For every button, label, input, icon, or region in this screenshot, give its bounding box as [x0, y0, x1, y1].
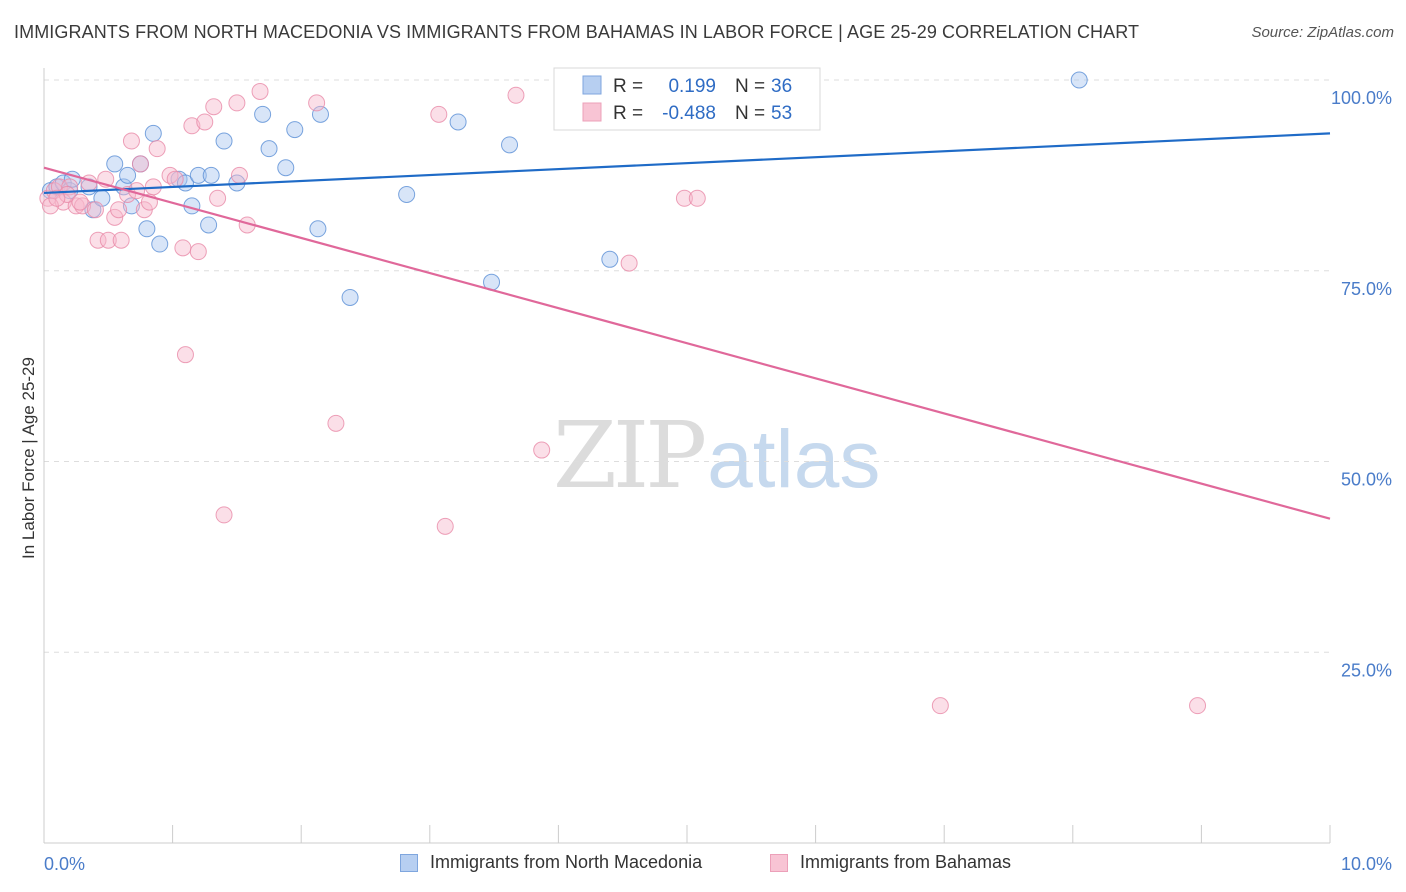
point-bahamas-39 [430, 105, 448, 123]
stats-n-label-1: N = [735, 76, 765, 97]
point-bahamas-36 [251, 82, 269, 100]
legend-label-north-macedonia: Immigrants from North Macedonia [430, 852, 703, 872]
point-bahamas-34 [230, 166, 248, 184]
stats-r-value-2: -0.488 [662, 103, 716, 124]
data-points [39, 71, 1207, 715]
point-bahamas-14 [112, 231, 130, 249]
watermark: ZIPatlas [553, 402, 880, 509]
point-bahamas-37 [308, 94, 326, 112]
point-bahamas-31 [209, 189, 227, 207]
trend-line-north-macedonia [43, 132, 1331, 195]
point-bahamas-48 [1189, 697, 1207, 715]
point-bahamas-8 [86, 201, 104, 219]
point-bahamas-11 [99, 231, 117, 249]
point-north-macedonia-11 [122, 197, 140, 215]
watermark-zip: ZIP [553, 402, 707, 509]
point-north-macedonia-8 [106, 155, 124, 173]
point-north-macedonia-10 [119, 166, 137, 184]
chart-title: IMMIGRANTS FROM NORTH MACEDONIA VS IMMIG… [14, 22, 1140, 42]
point-bahamas-28 [189, 243, 207, 261]
y-tick-label-50: 50.0% [1341, 470, 1392, 490]
point-bahamas-22 [148, 140, 166, 158]
y-tick-label-75: 75.0% [1341, 279, 1392, 299]
point-bahamas-18 [131, 155, 149, 173]
point-bahamas-30 [205, 98, 223, 116]
point-north-macedonia-30 [341, 288, 359, 306]
point-bahamas-41 [507, 86, 525, 104]
x-tick-label-max: 10.0% [1341, 854, 1392, 874]
point-bahamas-38 [327, 414, 345, 432]
point-bahamas-9 [89, 231, 107, 249]
point-north-macedonia-32 [449, 113, 467, 131]
stats-r-label-1: R = [613, 76, 643, 97]
legend-item-bahamas[interactable]: Immigrants from Bahamas [770, 852, 1011, 873]
point-north-macedonia-36 [1070, 71, 1088, 89]
point-north-macedonia-20 [200, 216, 218, 234]
point-north-macedonia-14 [144, 124, 162, 142]
point-north-macedonia-22 [215, 132, 233, 150]
point-bahamas-29 [196, 113, 214, 131]
point-bahamas-50 [71, 193, 89, 211]
legend-swatch-blue [400, 853, 418, 872]
trend-lines [43, 132, 1331, 520]
grid-lines [44, 79, 1330, 653]
point-north-macedonia-27 [286, 121, 304, 139]
y-tick-label-100: 100.0% [1331, 88, 1392, 108]
point-bahamas-12 [106, 208, 124, 226]
stats-n-label-2: N = [735, 103, 765, 124]
point-bahamas-13 [110, 201, 128, 219]
point-north-macedonia-28 [311, 105, 329, 123]
point-north-macedonia-21 [202, 166, 220, 184]
stats-n-value-2: 53 [771, 103, 792, 124]
point-north-macedonia-35 [601, 250, 619, 268]
stats-n-value-1: 36 [771, 76, 792, 97]
source-label: Source: ZipAtlas.com [1251, 24, 1394, 41]
point-north-macedonia-19 [189, 166, 207, 184]
point-bahamas-24 [166, 170, 184, 188]
point-bahamas-49 [58, 185, 76, 203]
legend-item-north-macedonia[interactable]: Immigrants from North Macedonia [400, 852, 702, 873]
point-bahamas-25 [174, 239, 192, 257]
watermark-atlas: atlas [707, 414, 881, 505]
point-north-macedonia-31 [398, 185, 416, 203]
y-tick-labels: 25.0% 50.0% 75.0% 100.0% [1331, 88, 1392, 680]
point-north-macedonia-15 [151, 235, 169, 253]
stats-legend: R = 0.199 N = 36 R = -0.488 N = 53 [553, 67, 821, 131]
x-tick-label-min: 0.0% [44, 854, 85, 874]
point-bahamas-43 [620, 254, 638, 272]
y-tick-label-25: 25.0% [1341, 660, 1392, 680]
legend-swatch-pink [770, 853, 788, 872]
point-north-macedonia-24 [254, 105, 272, 123]
point-bahamas-42 [533, 441, 551, 459]
bottom-legend: Immigrants from North Macedonia Immigran… [0, 852, 1406, 878]
stats-legend-swatch-blue [582, 75, 602, 95]
point-bahamas-44 [675, 189, 693, 207]
trend-line-bahamas [43, 166, 1331, 520]
point-bahamas-52 [48, 189, 66, 207]
stats-legend-swatch-pink [582, 102, 602, 122]
point-north-macedonia-34 [501, 136, 519, 154]
point-north-macedonia-25 [260, 140, 278, 158]
stats-r-label-2: R = [613, 103, 643, 124]
point-bahamas-40 [436, 517, 454, 535]
legend-label-bahamas: Immigrants from Bahamas [800, 852, 1012, 872]
x-ticks [43, 825, 1331, 843]
point-bahamas-27 [183, 117, 201, 135]
point-bahamas-47 [931, 697, 949, 715]
point-bahamas-33 [228, 94, 246, 112]
point-north-macedonia-26 [277, 159, 295, 177]
stats-r-value-1: 0.199 [668, 76, 716, 97]
point-bahamas-26 [176, 346, 194, 364]
point-bahamas-16 [122, 132, 140, 150]
point-north-macedonia-29 [309, 220, 327, 238]
point-north-macedonia-13 [138, 220, 156, 238]
point-bahamas-32 [215, 506, 233, 524]
point-bahamas-45 [688, 189, 706, 207]
